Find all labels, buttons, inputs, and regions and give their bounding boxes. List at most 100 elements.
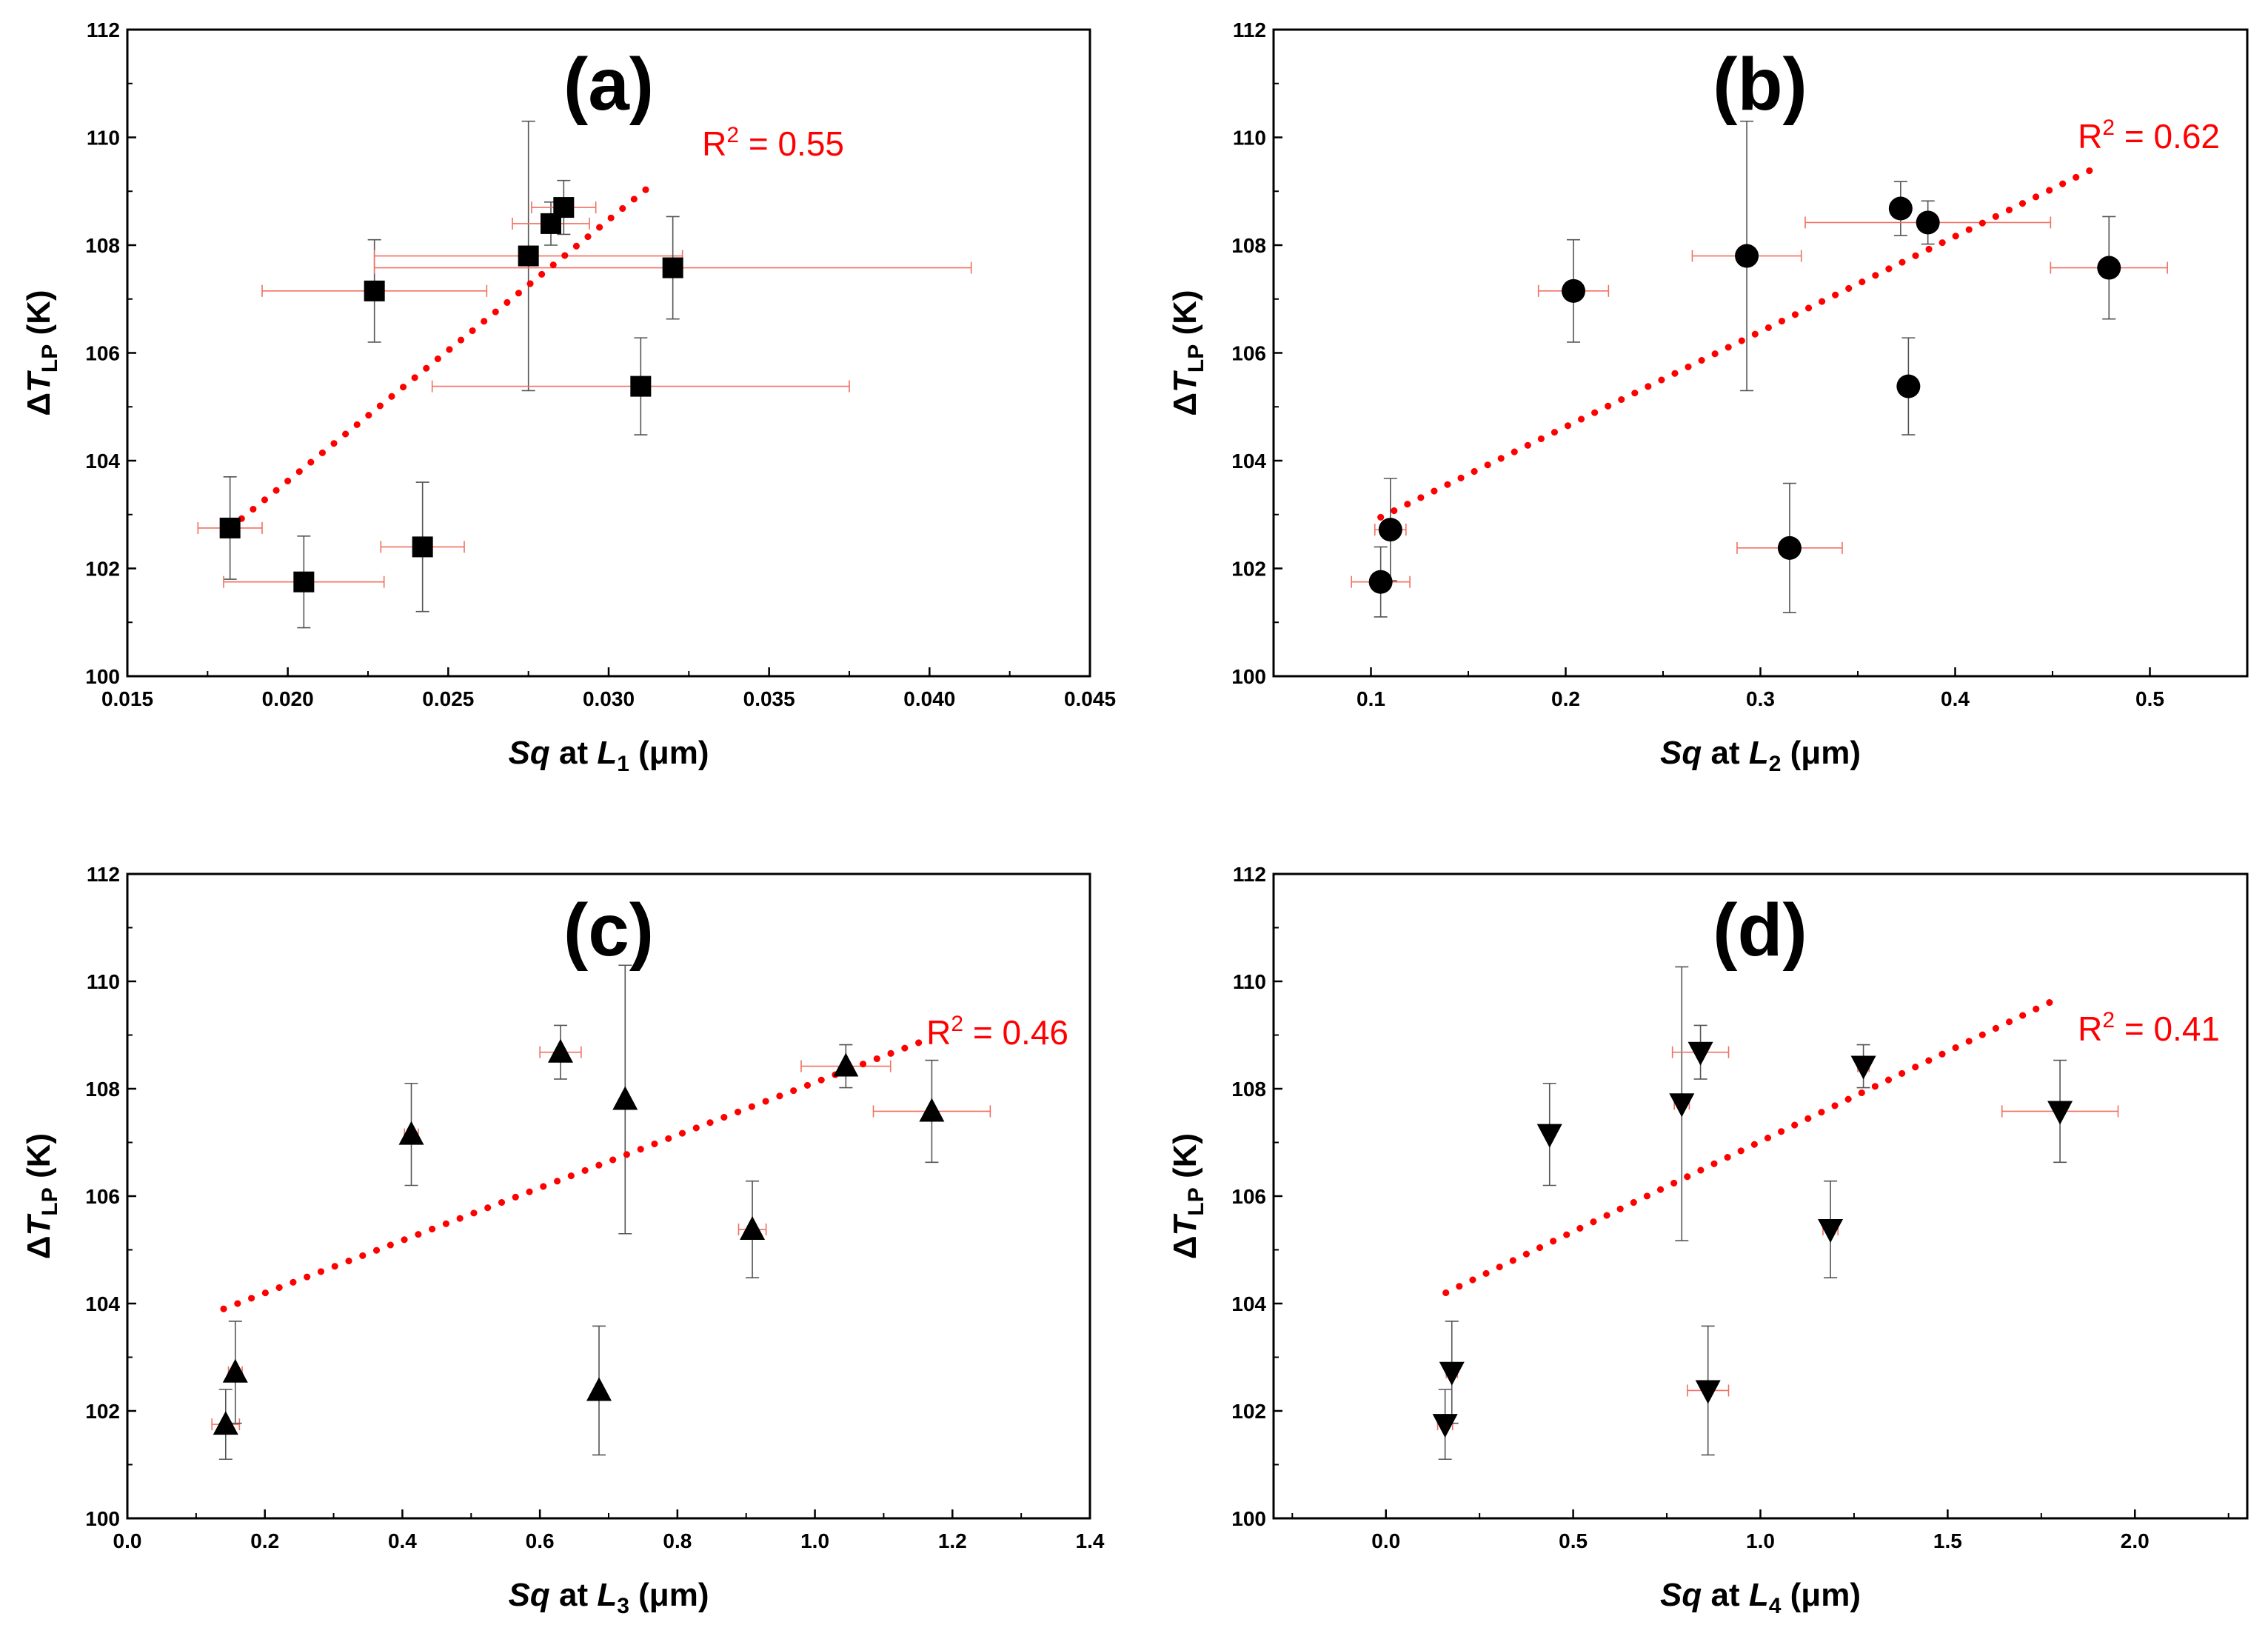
panel-a: 100 102 104 106 108 110 112 0.015 0.020 0.025 0.03… — [21, 19, 1116, 776]
y-tick-label: 104 — [1231, 1292, 1266, 1315]
y-tick-label: 102 — [1231, 1400, 1266, 1423]
y-tick-label: 112 — [87, 19, 120, 41]
r-squared-label: R2 = 0.62 — [2078, 116, 2220, 156]
trendline — [220, 1034, 935, 1312]
x-tick-label: 0.030 — [583, 687, 635, 710]
data-point — [1888, 196, 1913, 221]
x-tick-label: 0.020 — [262, 687, 314, 710]
data-point — [630, 376, 652, 397]
data-point — [553, 197, 575, 218]
y-tick-label: 110 — [1233, 127, 1266, 150]
data-point — [1669, 1093, 1695, 1118]
data-point — [1735, 244, 1759, 268]
y-tick-label: 100 — [1231, 1507, 1266, 1530]
y-axis-title: ΔTLP (K) — [21, 1133, 62, 1259]
x-tick-label: 0.025 — [422, 687, 474, 710]
y-tick-label: 104 — [1231, 450, 1266, 473]
y-tick-label: 102 — [1231, 558, 1266, 581]
y-tick-label: 100 — [85, 1507, 120, 1530]
x-tick-label: 0.3 — [1746, 687, 1775, 710]
trendline — [1377, 166, 2095, 521]
y-axis-title: ΔTLP (K) — [1167, 1133, 1208, 1259]
y-tick-label: 112 — [1233, 19, 1266, 41]
data-point — [2047, 1101, 2073, 1125]
x-tick-label: 0.045 — [1064, 687, 1116, 710]
x-tick-label: 1.4 — [1076, 1529, 1105, 1552]
x-tick-label: 0.1 — [1357, 687, 1385, 710]
x-tick-label: 0.2 — [1551, 687, 1580, 710]
data-point — [1687, 1041, 1713, 1066]
data-point — [1777, 535, 1802, 560]
r-squared-label: R2 = 0.41 — [2078, 1008, 2220, 1048]
y-tick-label: 112 — [1233, 863, 1266, 886]
data-point — [1368, 570, 1393, 594]
y-tick-label: 108 — [1231, 1078, 1266, 1101]
panel-c: 100 102 104 106 108 110 112 0.0 0.2 0.4 0.6 0.8 1.0 1… — [21, 863, 1105, 1618]
data-point — [364, 280, 385, 301]
r-squared-label: R2 = 0.46 — [926, 1012, 1068, 1052]
y-tick-label: 102 — [85, 558, 120, 581]
x-tick-label: 0.035 — [743, 687, 795, 710]
y-tick-label: 106 — [85, 342, 120, 365]
y-tick-label: 110 — [87, 970, 120, 993]
panel-d: 100 102 104 106 108 110 112 0.0 0.5 1.0 1.5 2.0 Sq a… — [1167, 863, 2249, 1618]
panel-label: (d) — [1713, 889, 1807, 972]
x-tick-label: 2.0 — [2121, 1529, 2150, 1552]
x-tick-label: 1.0 — [800, 1529, 829, 1552]
y-tick-label: 108 — [1231, 234, 1266, 257]
data-point — [1850, 1055, 1876, 1080]
x-tick-label: 0.4 — [1941, 687, 1970, 710]
x-tick-label: 1.5 — [1933, 1529, 1962, 1552]
y-tick-label: 106 — [1231, 342, 1266, 365]
x-tick-label: 0.015 — [101, 687, 153, 710]
y-axis-title: ΔTLP (K) — [21, 290, 62, 415]
data-point — [518, 245, 539, 267]
trendline — [227, 182, 654, 532]
data-point — [548, 1038, 573, 1063]
panel-label: (b) — [1713, 43, 1807, 126]
panel-b: 100 102 104 106 108 110 112 0.1 0.2 0.3 0.4 0.5 Sq a… — [1167, 19, 2249, 776]
data-point — [398, 1121, 424, 1145]
data-point — [1562, 278, 1586, 303]
data-point — [222, 1358, 248, 1383]
data-point — [219, 517, 241, 538]
data-point — [1536, 1124, 1562, 1148]
x-axis-title: Sq at L4 (μm) — [1660, 1577, 1861, 1618]
x-tick-label: 0.5 — [2135, 687, 2164, 710]
data-point — [662, 257, 683, 278]
data-point — [1818, 1218, 1844, 1243]
panel-label: (a) — [563, 43, 654, 126]
y-tick-label: 112 — [87, 863, 120, 886]
x-axis-title: Sq at L1 (μm) — [509, 735, 709, 776]
data-point — [833, 1052, 859, 1077]
y-tick-label: 104 — [85, 450, 120, 473]
x-axis-title: Sq at L2 (μm) — [1660, 735, 1861, 776]
x-tick-label: 1.2 — [938, 1529, 967, 1552]
y-tick-label: 108 — [85, 234, 120, 257]
x-tick-label: 0.4 — [388, 1529, 417, 1552]
plot-frame — [126, 28, 1091, 678]
x-tick-label: 0.040 — [903, 687, 955, 710]
y-tick-label: 108 — [85, 1078, 120, 1101]
y-tick-label: 106 — [85, 1185, 120, 1208]
data-point — [412, 536, 433, 558]
data-point — [1432, 1414, 1458, 1438]
x-tick-label: 0.0 — [113, 1529, 142, 1552]
panel-label: (c) — [563, 889, 654, 972]
data-point — [740, 1215, 766, 1240]
data-point — [919, 1098, 945, 1122]
data-point — [586, 1377, 612, 1401]
y-tick-label: 110 — [1233, 970, 1266, 993]
data-point — [1896, 374, 1921, 398]
data-point — [1916, 210, 1940, 235]
r-squared-label: R2 = 0.55 — [702, 123, 844, 163]
y-tick-label: 106 — [1231, 1185, 1266, 1208]
x-tick-label: 1.0 — [1746, 1529, 1775, 1552]
trendline — [1442, 994, 2064, 1296]
y-axis-title: ΔTLP (K) — [1167, 290, 1208, 415]
y-tick-label: 104 — [85, 1292, 120, 1315]
y-tick-label: 110 — [87, 127, 120, 150]
y-tick-label: 100 — [1231, 665, 1266, 688]
data-point — [1378, 518, 1402, 542]
